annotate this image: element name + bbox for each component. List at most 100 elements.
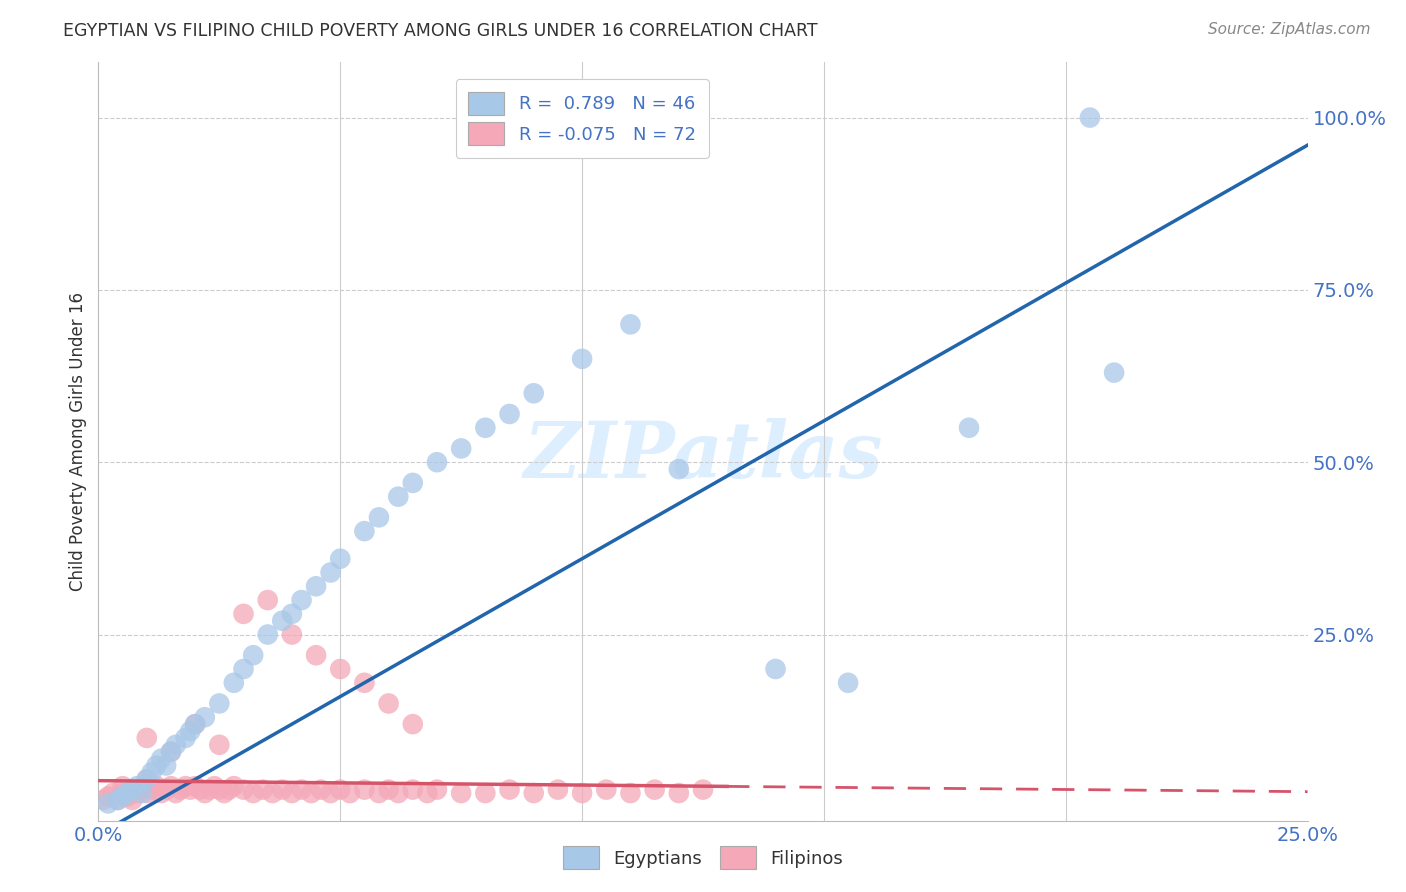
Point <box>242 786 264 800</box>
Text: ZIPatlas: ZIPatlas <box>523 418 883 495</box>
Point <box>281 786 304 800</box>
Point <box>262 786 284 800</box>
Point <box>305 579 328 593</box>
Point <box>290 782 312 797</box>
Point <box>135 731 157 745</box>
Text: Source: ZipAtlas.com: Source: ZipAtlas.com <box>1208 22 1371 37</box>
Point <box>117 786 139 800</box>
Point <box>127 779 149 793</box>
Point <box>111 779 134 793</box>
Point <box>281 627 304 641</box>
Point <box>619 786 641 800</box>
Point <box>127 786 149 800</box>
Point <box>111 789 134 804</box>
Point <box>107 793 129 807</box>
Point <box>619 318 641 332</box>
Point <box>305 648 328 663</box>
Point <box>198 782 221 797</box>
Point <box>329 551 352 566</box>
Point <box>256 593 278 607</box>
Point <box>222 779 245 793</box>
Point <box>595 782 617 797</box>
Point <box>353 524 375 538</box>
Point <box>141 765 163 780</box>
Point <box>368 786 391 800</box>
Point <box>450 786 472 800</box>
Point <box>571 786 593 800</box>
Point <box>668 786 690 800</box>
Point <box>523 386 546 401</box>
Legend: R =  0.789   N = 46, R = -0.075   N = 72: R = 0.789 N = 46, R = -0.075 N = 72 <box>456 79 709 158</box>
Point <box>402 475 425 490</box>
Point <box>426 455 449 469</box>
Point <box>218 782 240 797</box>
Point <box>111 786 134 800</box>
Point <box>150 751 173 765</box>
Point <box>252 782 274 797</box>
Point <box>368 510 391 524</box>
Point <box>208 782 231 797</box>
Point <box>547 782 569 797</box>
Point <box>319 566 342 580</box>
Point <box>212 786 235 800</box>
Point <box>353 675 375 690</box>
Point <box>150 786 173 800</box>
Point <box>174 779 197 793</box>
Point <box>204 779 226 793</box>
Point <box>155 782 177 797</box>
Point <box>387 786 409 800</box>
Point <box>145 779 167 793</box>
Point <box>194 710 217 724</box>
Point <box>131 786 153 800</box>
Point <box>232 782 254 797</box>
Point <box>450 442 472 456</box>
Point <box>160 779 183 793</box>
Point <box>101 786 124 800</box>
Point <box>155 758 177 772</box>
Point <box>377 782 399 797</box>
Point <box>160 745 183 759</box>
Point <box>97 789 120 804</box>
Point <box>174 731 197 745</box>
Point <box>208 738 231 752</box>
Point <box>135 772 157 787</box>
Point <box>474 421 496 435</box>
Point <box>222 675 245 690</box>
Point <box>319 786 342 800</box>
Point <box>135 786 157 800</box>
Point <box>498 782 520 797</box>
Point <box>131 782 153 797</box>
Point <box>290 593 312 607</box>
Point <box>644 782 666 797</box>
Point <box>242 648 264 663</box>
Point <box>837 675 859 690</box>
Legend: Egyptians, Filipinos: Egyptians, Filipinos <box>554 838 852 879</box>
Point <box>169 782 191 797</box>
Point <box>121 782 143 797</box>
Point <box>271 614 294 628</box>
Point <box>160 745 183 759</box>
Point <box>184 717 207 731</box>
Text: EGYPTIAN VS FILIPINO CHILD POVERTY AMONG GIRLS UNDER 16 CORRELATION CHART: EGYPTIAN VS FILIPINO CHILD POVERTY AMONG… <box>63 22 818 40</box>
Point <box>765 662 787 676</box>
Y-axis label: Child Poverty Among Girls Under 16: Child Poverty Among Girls Under 16 <box>69 292 87 591</box>
Point <box>1102 366 1125 380</box>
Point <box>299 786 322 800</box>
Point <box>281 607 304 621</box>
Point <box>97 797 120 811</box>
Point <box>402 717 425 731</box>
Point <box>141 782 163 797</box>
Point <box>1078 111 1101 125</box>
Point <box>179 724 201 739</box>
Point <box>145 758 167 772</box>
Point <box>498 407 520 421</box>
Point <box>271 782 294 797</box>
Point <box>329 662 352 676</box>
Point <box>256 627 278 641</box>
Point <box>339 786 361 800</box>
Point <box>107 793 129 807</box>
Point <box>668 462 690 476</box>
Point <box>165 738 187 752</box>
Point <box>232 607 254 621</box>
Point <box>135 772 157 787</box>
